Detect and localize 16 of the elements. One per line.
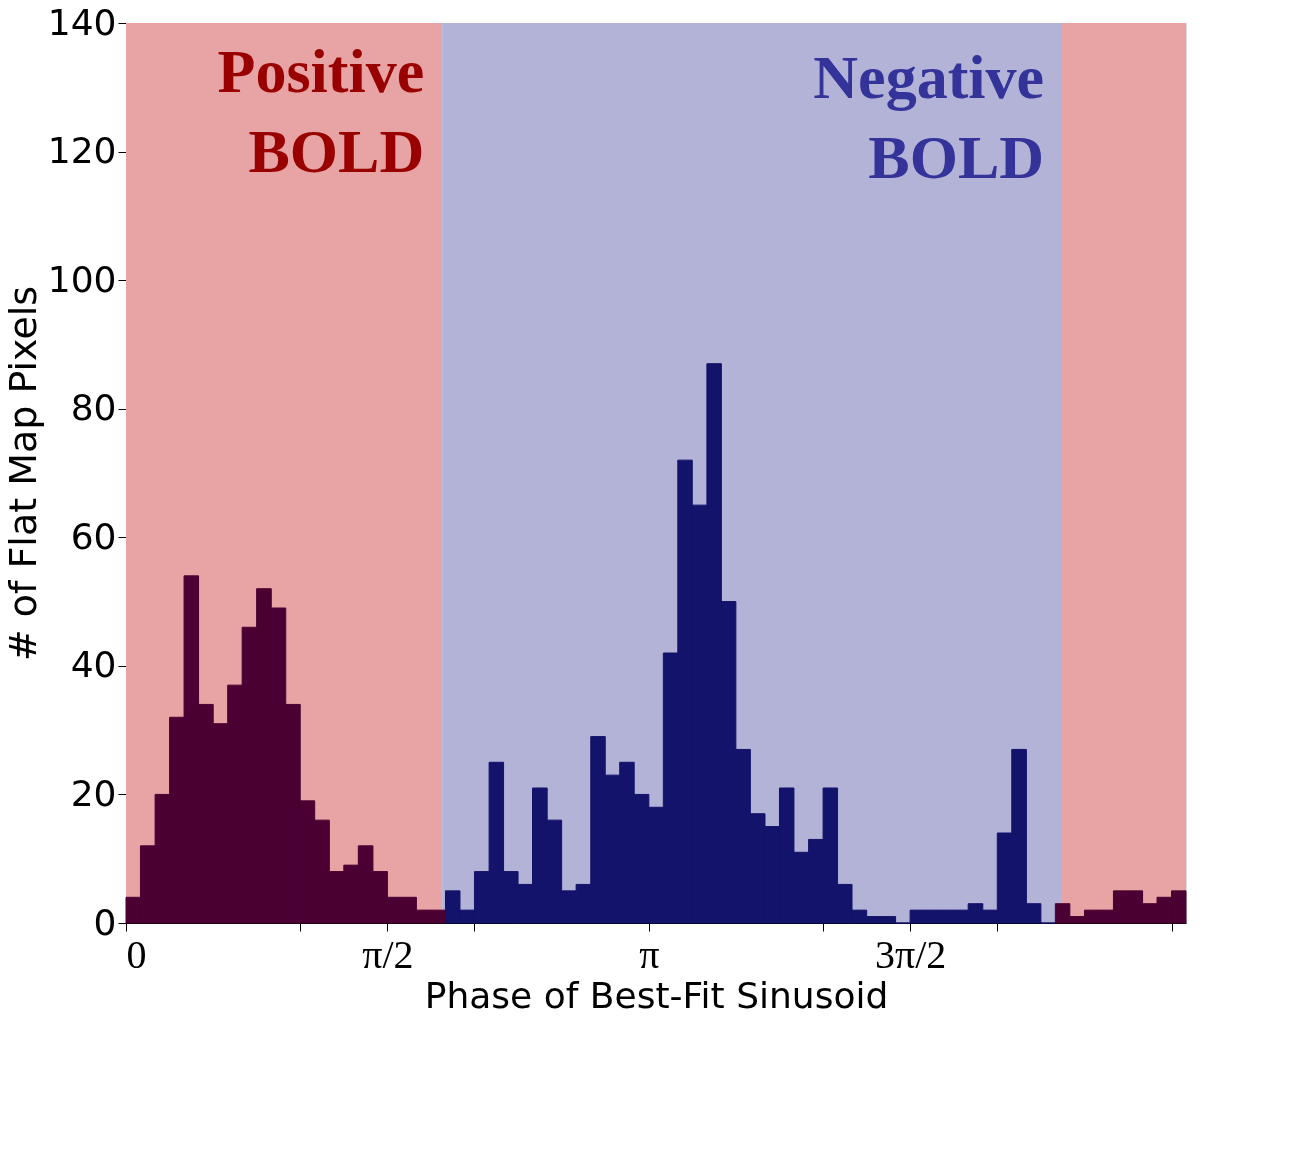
y-tick-label: 140 — [47, 1, 117, 43]
y-tick-label: 60 — [70, 515, 117, 557]
band-label: Positive BOLD — [217, 37, 425, 185]
x-tick-label: 0 — [126, 931, 147, 977]
y-tick-label: 20 — [70, 772, 117, 814]
y-tick-label: 0 — [93, 901, 117, 943]
x-tick-label: π/2 — [362, 931, 414, 977]
y-tick-label: 40 — [70, 644, 117, 686]
x-tick-label: 3π/2 — [874, 931, 947, 977]
x-axis-title: Phase of Best-Fit Sinusoid — [424, 974, 889, 1016]
x-tick-label: π — [639, 931, 660, 977]
y-tick-label: 80 — [70, 387, 117, 429]
y-tick-label: 100 — [47, 258, 117, 300]
y-axis-title: # of Flat Map Pixels — [0, 285, 45, 662]
band-label: Negative BOLD — [813, 43, 1045, 191]
y-tick-label: 120 — [47, 130, 117, 172]
